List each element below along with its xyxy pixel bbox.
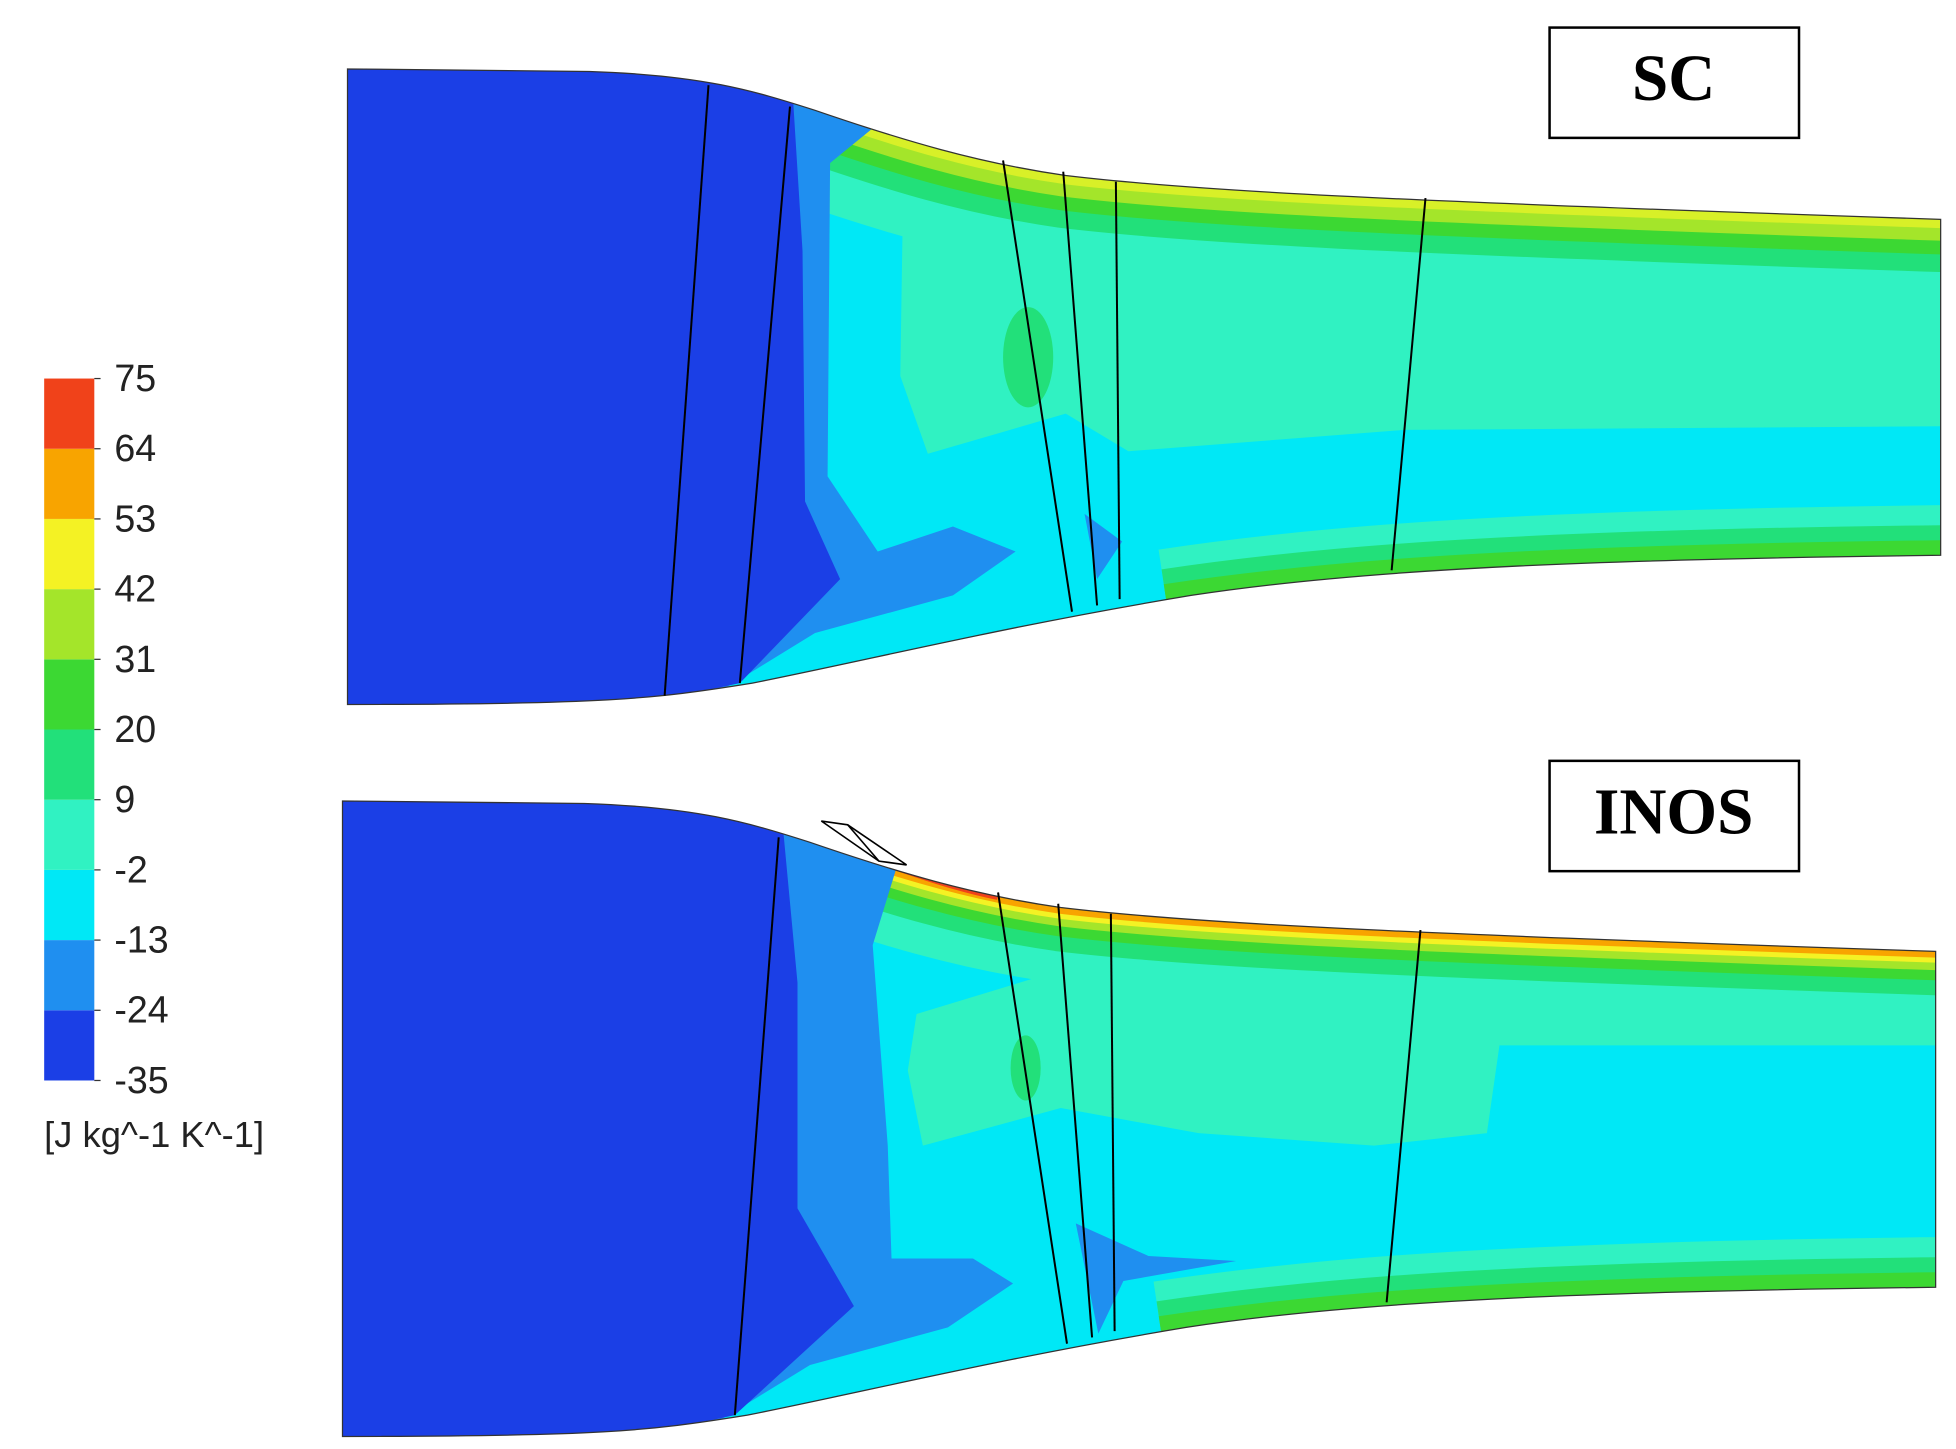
colorbar-band bbox=[44, 378, 95, 449]
colorbar-band bbox=[44, 940, 95, 1011]
contour-panel-sc: SC bbox=[346, 26, 1942, 706]
colorbar-tick-label: 53 bbox=[114, 497, 156, 539]
colorbar-band bbox=[44, 729, 95, 800]
colorbar-tick-label: 42 bbox=[114, 568, 156, 610]
colorbar-tick-label: 31 bbox=[114, 638, 156, 680]
colorbar-tick-label: -24 bbox=[114, 989, 168, 1031]
panel-label: INOS bbox=[1594, 776, 1753, 848]
panel-label: SC bbox=[1632, 43, 1715, 115]
colorbar-band bbox=[44, 448, 95, 519]
colorbar-tick-label: -35 bbox=[114, 1059, 168, 1101]
colorbar-tick-label: -13 bbox=[114, 919, 168, 961]
colorbar-tick-label: -2 bbox=[114, 848, 147, 890]
colorbar-tick-label: 75 bbox=[114, 357, 156, 399]
colorbar-band bbox=[44, 799, 95, 870]
contour-panel-inos: INOS bbox=[341, 759, 1937, 1438]
colorbar-band bbox=[44, 518, 95, 590]
colorbar-label: [J kg^-1 K^-1] bbox=[44, 1114, 264, 1155]
colorbar-band bbox=[44, 869, 95, 941]
colorbar-tick-label: 64 bbox=[114, 427, 156, 469]
colorbar-band bbox=[44, 659, 95, 730]
colorbar: -35 -24 -13 -2 9 20 31 42 53 64 75 bbox=[44, 357, 169, 1101]
colorbar-tick-label: 20 bbox=[114, 708, 156, 750]
colorbar-band bbox=[44, 1010, 95, 1081]
colorbar-band bbox=[44, 589, 95, 660]
colorbar-tick-label: 9 bbox=[114, 778, 135, 820]
